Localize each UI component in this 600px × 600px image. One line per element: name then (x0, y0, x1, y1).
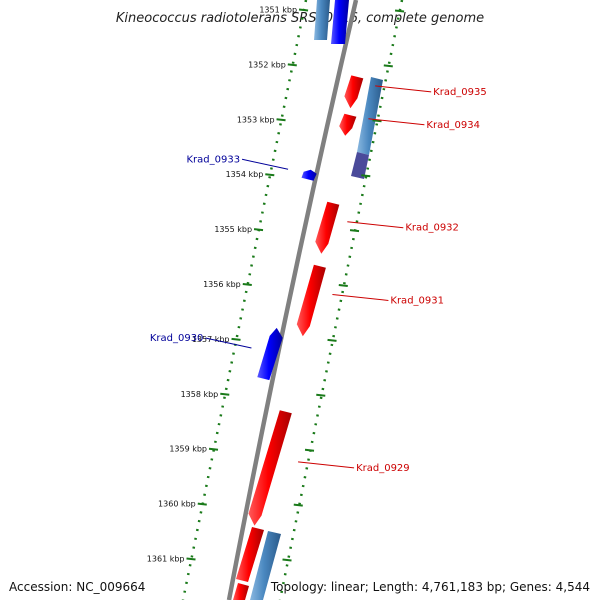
kbp-tick-inner (186, 557, 196, 561)
gene-labels: Krad_0935 Krad_0934 Krad_0933 Krad_0932 Krad… (150, 85, 487, 474)
gene-label-leader (205, 337, 252, 349)
gene-label-krad-0933: Krad_0933 (186, 154, 240, 165)
genome-backbone (226, 0, 359, 600)
forward-track-guide (278, 0, 404, 600)
kbp-tick-inner (242, 283, 252, 286)
gene-label-leader (368, 118, 425, 126)
kbp-tick-inner (197, 502, 207, 506)
kbp-tick-label: 1358 kbp (181, 390, 219, 399)
gene-label-leader (347, 221, 404, 229)
kbp-tick-label: 1355 kbp (214, 225, 252, 234)
kbp-tick-outer (372, 119, 382, 123)
feature-bar-top-blue (331, 0, 349, 44)
gene-label-leader (241, 158, 289, 170)
gene-krad-0929 (248, 410, 292, 526)
gene-krad-0933 (301, 169, 317, 181)
kbp-tick-outer (394, 9, 405, 13)
gene-label-krad-0929: Krad_0929 (356, 463, 410, 474)
kbp-tick-label: 1354 kbp (226, 170, 264, 179)
gene-label-leader (332, 293, 389, 301)
kbp-tick-outer (293, 503, 303, 507)
kbp-tick-inner (265, 173, 275, 177)
gene-krad-0930 (257, 327, 283, 381)
feature-bar-bottom-red-a (236, 527, 264, 582)
feature-bar-krad0935-steel (357, 77, 383, 155)
gene-label-krad-0935: Krad_0935 (433, 87, 487, 98)
kbp-tick-label: 1353 kbp (237, 115, 275, 124)
kbp-tick-inner (231, 337, 241, 341)
feature-bar-top-steel (314, 0, 330, 40)
kbp-tick-inner (253, 228, 264, 232)
genome-summary-text: Topology: linear; Length: 4,761,183 bp; … (270, 580, 590, 594)
reverse-track-guide (181, 0, 308, 600)
gene-label-leader (375, 85, 432, 93)
kbp-tick-outer (327, 338, 337, 342)
kbp-tick-outer (383, 64, 393, 68)
kbp-tick-label: 1360 kbp (158, 500, 196, 509)
gene-features (248, 75, 364, 526)
gene-label-krad-0931: Krad_0931 (390, 295, 444, 306)
map-title: Kineococcus radiotolerans SRS30216, comp… (116, 11, 484, 26)
kbp-tick-outer (304, 448, 315, 452)
kbp-tick-inner (208, 447, 219, 451)
accession-text: Accession: NC_009664 (9, 580, 146, 594)
gene-label-krad-0932: Krad_0932 (405, 223, 459, 234)
kbp-ticks: 1351 kbp 1352 kbp 1353 kbp 1354 kbp 1355 kbp… (147, 6, 405, 564)
kbp-tick-label: 1359 kbp (169, 445, 207, 454)
kbp-tick-inner (220, 392, 230, 396)
gene-krad-0934 (339, 113, 357, 136)
kbp-tick-label: 1351 kbp (259, 6, 297, 15)
feature-bar-krad0934-overlap (351, 152, 369, 179)
gene-label-leader (298, 461, 355, 469)
kbp-tick-label: 1352 kbp (248, 60, 286, 69)
gene-label-krad-0930: Krad_0930 (150, 333, 204, 344)
kbp-tick-outer (316, 393, 326, 397)
kbp-tick-outer (349, 229, 360, 233)
kbp-tick-inner (276, 118, 286, 122)
gene-krad-0932 (315, 201, 340, 254)
gene-label-krad-0934: Krad_0934 (426, 120, 480, 131)
feature-bar-bottom-red-b (233, 583, 249, 600)
kbp-tick-outer (361, 174, 371, 178)
gene-krad-0931 (296, 264, 326, 337)
kbp-tick-outer (338, 284, 348, 287)
gene-krad-0935 (344, 75, 364, 109)
kbp-tick-outer (282, 558, 292, 562)
kbp-tick-inner (287, 63, 297, 67)
feature-bar-bottom-steel (250, 531, 281, 600)
kbp-tick-label: 1356 kbp (203, 280, 241, 289)
kbp-tick-label: 1361 kbp (147, 555, 185, 564)
kbp-tick-inner (298, 8, 309, 12)
